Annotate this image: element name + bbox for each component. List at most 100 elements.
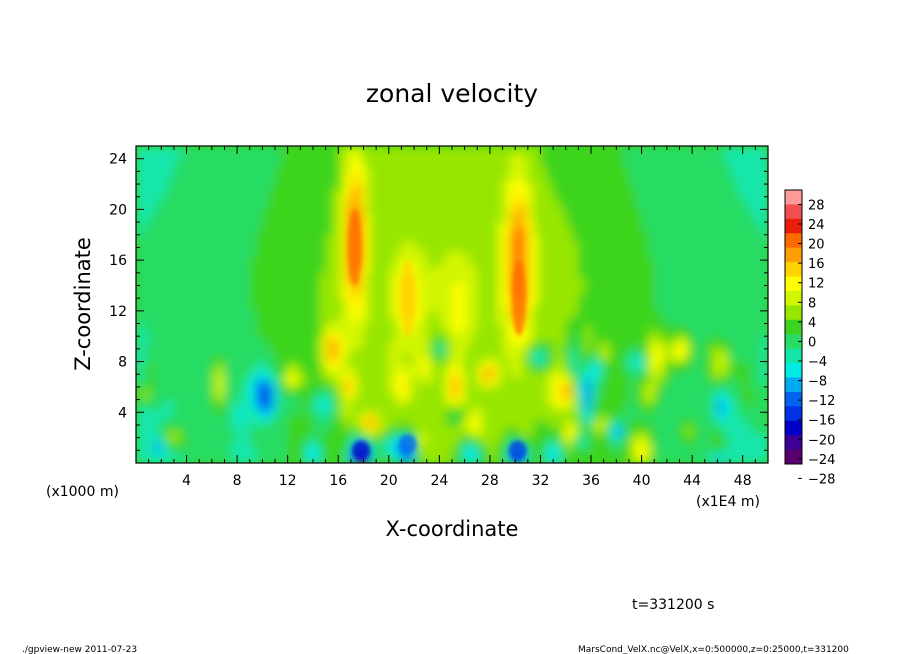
heatmap-cell xyxy=(508,415,517,422)
heatmap-cell xyxy=(641,251,649,258)
heatmap-cell xyxy=(180,447,188,454)
heatmap-cell xyxy=(603,146,611,153)
heatmap-cell xyxy=(527,161,536,169)
heatmap-cell xyxy=(445,161,453,169)
heatmap-cell xyxy=(382,193,390,200)
heatmap-cell xyxy=(294,330,302,338)
heatmap-cell xyxy=(616,431,624,438)
heatmap-cell xyxy=(628,404,637,412)
heatmap-cell xyxy=(199,325,207,332)
heatmap-cell xyxy=(647,283,656,290)
heatmap-cell xyxy=(452,214,460,221)
heatmap-cell xyxy=(344,320,352,327)
heatmap-cell xyxy=(338,415,346,422)
heatmap-cell xyxy=(180,146,188,153)
heatmap-cell xyxy=(546,256,555,264)
heatmap-cell xyxy=(477,399,485,406)
heatmap-cell xyxy=(610,330,618,338)
heatmap-cell xyxy=(382,156,390,163)
heatmap-cell xyxy=(268,241,277,248)
heatmap-cell xyxy=(136,431,144,438)
heatmap-cell xyxy=(591,246,599,253)
heatmap-cell xyxy=(312,272,321,280)
heatmap-cell xyxy=(256,214,264,221)
heatmap-cell xyxy=(433,457,441,463)
heatmap-cell xyxy=(325,320,333,327)
heatmap-cell xyxy=(268,341,277,348)
heatmap-cell xyxy=(344,436,352,443)
heatmap-cell xyxy=(319,182,327,190)
heatmap-cell xyxy=(218,378,226,385)
heatmap-cell xyxy=(338,214,346,221)
heatmap-cell xyxy=(420,315,428,322)
heatmap-cell xyxy=(167,262,175,269)
heatmap-cell xyxy=(275,452,283,459)
heatmap-cell xyxy=(173,167,182,174)
heatmap-cell xyxy=(603,325,611,332)
heatmap-cell xyxy=(395,320,403,327)
heatmap-cell xyxy=(300,373,308,380)
heatmap-cell xyxy=(591,426,599,433)
heatmap-cell xyxy=(192,193,201,200)
heatmap-cell xyxy=(414,214,422,221)
heatmap-cell xyxy=(635,346,643,354)
heatmap-cell xyxy=(344,389,352,396)
heatmap-cell xyxy=(325,367,333,375)
heatmap-cell xyxy=(553,209,561,216)
heatmap-cell xyxy=(395,146,403,153)
heatmap-cell xyxy=(540,357,548,364)
heatmap-cell xyxy=(167,204,175,211)
heatmap-cell xyxy=(142,193,150,200)
heatmap-cell xyxy=(534,167,542,174)
heatmap-cell xyxy=(521,267,529,274)
heatmap-cell xyxy=(647,278,656,285)
heatmap-cell xyxy=(376,447,384,454)
heatmap-cell xyxy=(477,441,485,449)
heatmap-cell xyxy=(338,404,346,412)
heatmap-cell xyxy=(186,325,194,332)
heatmap-cell xyxy=(496,172,504,179)
heatmap-cell xyxy=(414,394,422,401)
heatmap-cell xyxy=(338,293,346,301)
heatmap-cell xyxy=(237,320,245,327)
heatmap-cell xyxy=(464,267,472,274)
heatmap-cell xyxy=(268,193,277,200)
heatmap-cell xyxy=(180,225,188,232)
heatmap-cell xyxy=(439,219,447,227)
heatmap-cell xyxy=(268,389,277,396)
heatmap-cell xyxy=(180,452,188,459)
heatmap-cell xyxy=(300,378,308,385)
heatmap-cell xyxy=(597,193,605,200)
heatmap-cell xyxy=(654,272,662,280)
heatmap-cell xyxy=(439,399,447,406)
heatmap-cell xyxy=(281,219,289,227)
heatmap-cell xyxy=(136,241,144,248)
heatmap-cell xyxy=(350,193,359,200)
heatmap-cell xyxy=(470,246,479,253)
heatmap-cell xyxy=(294,283,302,290)
heatmap-cell xyxy=(192,182,201,190)
heatmap-cell xyxy=(312,299,321,306)
heatmap-cell xyxy=(553,188,561,195)
heatmap-cell xyxy=(502,299,510,306)
heatmap-cell xyxy=(256,457,264,463)
heatmap-cell xyxy=(622,441,630,449)
heatmap-cell xyxy=(243,373,251,380)
heatmap-cell xyxy=(312,394,321,401)
heatmap-cell xyxy=(312,447,321,454)
heatmap-cell xyxy=(211,410,220,417)
heatmap-cell xyxy=(211,251,220,258)
heatmap-cell xyxy=(445,309,453,317)
heatmap-cell xyxy=(388,299,397,306)
heatmap-cell xyxy=(199,362,207,369)
heatmap-cell xyxy=(565,415,574,422)
heatmap-cell xyxy=(237,420,245,428)
heatmap-cell xyxy=(527,362,536,369)
heatmap-cell xyxy=(521,251,529,258)
heatmap-cell xyxy=(654,283,662,290)
heatmap-cell xyxy=(477,426,485,433)
heatmap-cell xyxy=(508,151,517,158)
heatmap-cell xyxy=(464,336,472,343)
heatmap-cell xyxy=(142,315,150,322)
heatmap-cell xyxy=(445,452,453,459)
